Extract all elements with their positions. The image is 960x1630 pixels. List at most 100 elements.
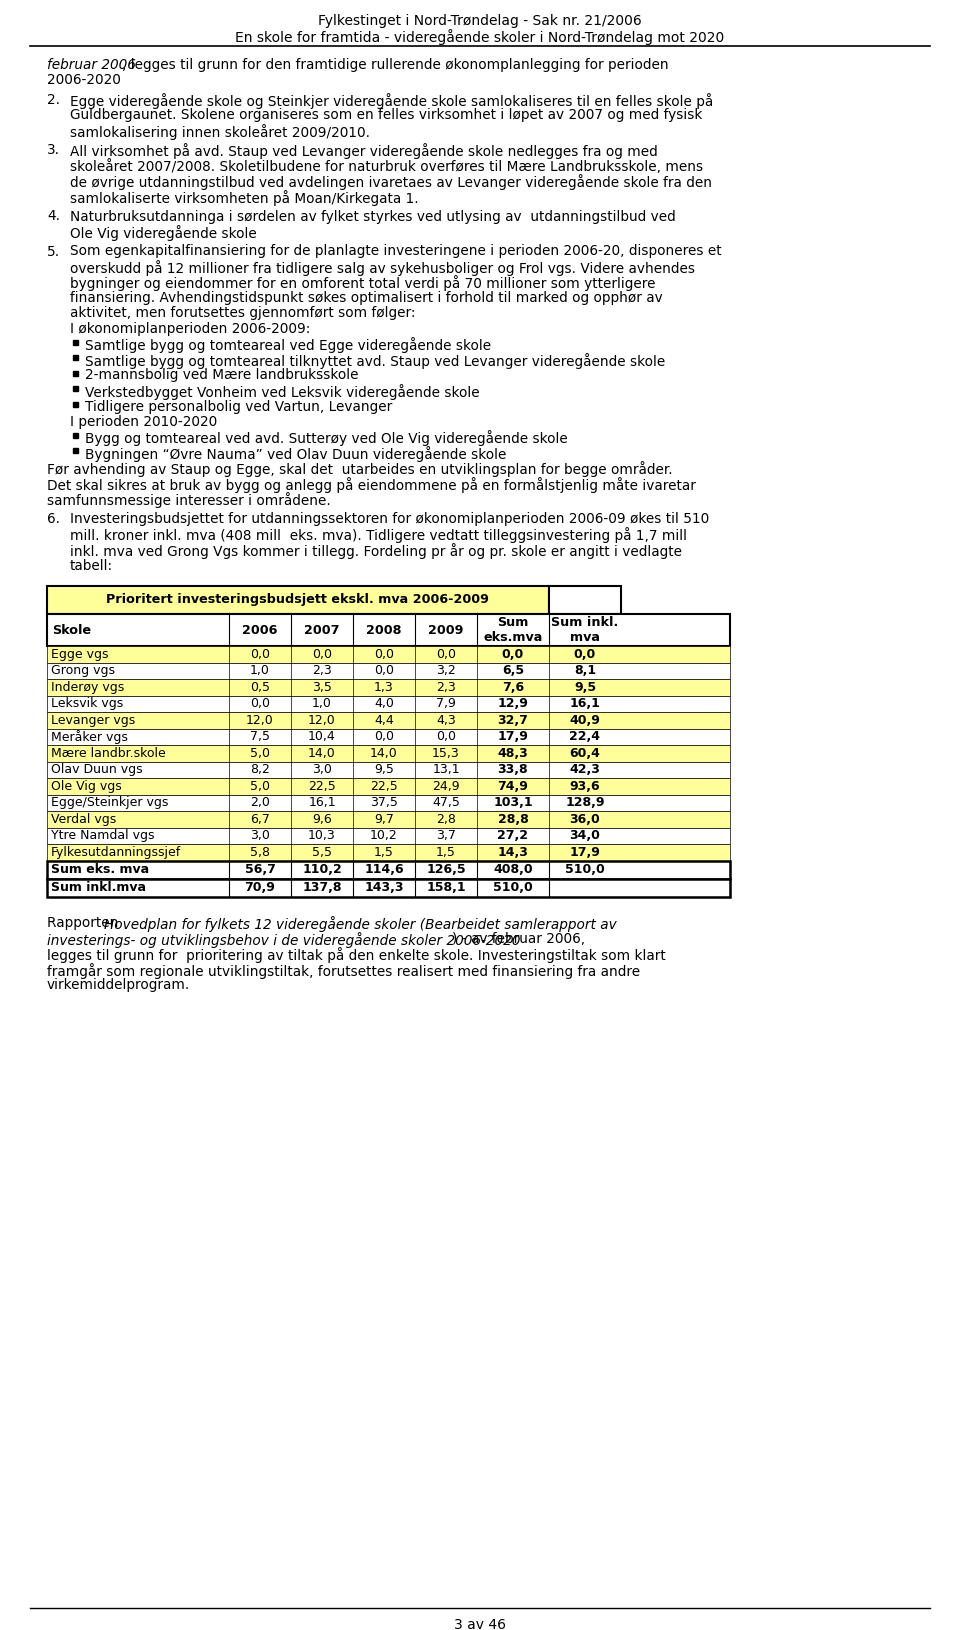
Text: All virksomhet på avd. Staup ved Levanger videregående skole nedlegges fra og me: All virksomhet på avd. Staup ved Levange… bbox=[70, 143, 658, 160]
Bar bbox=[73, 401, 78, 406]
Text: 4,3: 4,3 bbox=[436, 714, 456, 727]
Text: 3,0: 3,0 bbox=[312, 763, 332, 776]
Text: 0,0: 0,0 bbox=[436, 647, 456, 660]
Text: Sum inkl.
mva: Sum inkl. mva bbox=[551, 616, 618, 644]
Text: 408,0: 408,0 bbox=[493, 862, 533, 875]
Text: Rapporten: Rapporten bbox=[47, 916, 123, 931]
Text: 14,0: 14,0 bbox=[371, 747, 397, 760]
Text: 34,0: 34,0 bbox=[569, 830, 600, 843]
Bar bbox=[47, 761, 730, 778]
Text: 0,0: 0,0 bbox=[250, 647, 270, 660]
Text: Samtlige bygg og tomteareal ved Egge videregående skole: Samtlige bygg og tomteareal ved Egge vid… bbox=[85, 337, 492, 354]
Text: Hovedplan for fylkets 12 videregående skoler (Bearbeidet samlerapport av: Hovedplan for fylkets 12 videregående sk… bbox=[104, 916, 616, 932]
Text: 4,0: 4,0 bbox=[374, 698, 394, 711]
Text: 47,5: 47,5 bbox=[432, 795, 460, 808]
Text: 22,5: 22,5 bbox=[371, 779, 397, 792]
Text: Som egenkapitalfinansiering for de planlagte investeringene i perioden 2006-20, : Som egenkapitalfinansiering for de planl… bbox=[70, 244, 722, 259]
Text: 14,3: 14,3 bbox=[497, 846, 528, 859]
Text: 0,0: 0,0 bbox=[436, 730, 456, 743]
Text: 4,4: 4,4 bbox=[374, 714, 394, 727]
Text: virkemiddelprogram.: virkemiddelprogram. bbox=[47, 978, 190, 993]
Text: En skole for framtida - videregående skoler i Nord-Trøndelag mot 2020: En skole for framtida - videregående sko… bbox=[235, 29, 725, 46]
Bar bbox=[73, 448, 78, 453]
Text: Mære landbr.skole: Mære landbr.skole bbox=[51, 747, 166, 760]
Text: 2006-2020: 2006-2020 bbox=[47, 73, 121, 88]
Text: 8,1: 8,1 bbox=[574, 665, 596, 676]
Text: 5,8: 5,8 bbox=[250, 846, 270, 859]
Text: 510,0: 510,0 bbox=[565, 862, 605, 875]
Text: 5,0: 5,0 bbox=[250, 779, 270, 792]
Text: legges til grunn for  prioritering av tiltak på den enkelte skole. Investeringst: legges til grunn for prioritering av til… bbox=[47, 947, 665, 963]
Bar bbox=[47, 794, 730, 812]
Text: 2.: 2. bbox=[47, 93, 60, 108]
Text: 7,9: 7,9 bbox=[436, 698, 456, 711]
Bar bbox=[73, 355, 78, 360]
Text: Naturbruksutdanninga i sørdelen av fylket styrkes ved utlysing av  utdanningstil: Naturbruksutdanninga i sørdelen av fylke… bbox=[70, 210, 676, 223]
Text: skoleåret 2007/2008. Skoletilbudene for naturbruk overføres til Mære Landbrukssk: skoleåret 2007/2008. Skoletilbudene for … bbox=[70, 160, 703, 174]
Text: 5.: 5. bbox=[47, 244, 60, 259]
Text: 3,7: 3,7 bbox=[436, 830, 456, 843]
Text: Inderøy vgs: Inderøy vgs bbox=[51, 681, 124, 694]
Text: Sum inkl.mva: Sum inkl.mva bbox=[51, 880, 146, 893]
Text: 2009: 2009 bbox=[428, 624, 464, 636]
Text: 8,2: 8,2 bbox=[250, 763, 270, 776]
Text: 5,5: 5,5 bbox=[312, 846, 332, 859]
Text: 9,7: 9,7 bbox=[374, 813, 394, 826]
Text: Investeringsbudsjettet for utdanningssektoren for økonomiplanperioden 2006-09 øk: Investeringsbudsjettet for utdanningssek… bbox=[70, 512, 709, 526]
Text: 3,2: 3,2 bbox=[436, 665, 456, 676]
Bar bbox=[47, 587, 549, 615]
Text: 1,5: 1,5 bbox=[374, 846, 394, 859]
Text: 36,0: 36,0 bbox=[569, 813, 600, 826]
Text: Tidligere personalbolig ved Vartun, Levanger: Tidligere personalbolig ved Vartun, Leva… bbox=[85, 399, 393, 414]
Text: Grong vgs: Grong vgs bbox=[51, 665, 115, 676]
Text: 3,0: 3,0 bbox=[250, 830, 270, 843]
Text: 33,8: 33,8 bbox=[497, 763, 528, 776]
Text: 158,1: 158,1 bbox=[426, 880, 466, 893]
Text: 2,8: 2,8 bbox=[436, 813, 456, 826]
Text: 128,9: 128,9 bbox=[565, 795, 605, 808]
Bar bbox=[47, 615, 730, 645]
Text: 6,5: 6,5 bbox=[502, 665, 524, 676]
Text: 16,1: 16,1 bbox=[308, 795, 336, 808]
Text: Olav Duun vgs: Olav Duun vgs bbox=[51, 763, 143, 776]
Text: Guldbergaunet. Skolene organiseres som en felles virksomhet i løpet av 2007 og m: Guldbergaunet. Skolene organiseres som e… bbox=[70, 109, 703, 122]
Bar bbox=[47, 844, 730, 861]
Text: 32,7: 32,7 bbox=[497, 714, 528, 727]
Text: Ole Vig vgs: Ole Vig vgs bbox=[51, 779, 122, 792]
Text: 10,4: 10,4 bbox=[308, 730, 336, 743]
Text: 17,9: 17,9 bbox=[569, 846, 600, 859]
Text: Sum eks. mva: Sum eks. mva bbox=[51, 862, 149, 875]
Text: 103,1: 103,1 bbox=[493, 795, 533, 808]
Text: 0,5: 0,5 bbox=[250, 681, 270, 694]
Text: 4.: 4. bbox=[47, 210, 60, 223]
Text: 93,6: 93,6 bbox=[569, 779, 600, 792]
Text: Fylkestinget i Nord-Trøndelag - Sak nr. 21/2006: Fylkestinget i Nord-Trøndelag - Sak nr. … bbox=[318, 15, 642, 28]
Text: 7,5: 7,5 bbox=[250, 730, 270, 743]
Text: I økonomiplanperioden 2006-2009:: I økonomiplanperioden 2006-2009: bbox=[70, 323, 310, 336]
Text: Egge/Steinkjer vgs: Egge/Steinkjer vgs bbox=[51, 795, 168, 808]
Bar bbox=[73, 386, 78, 391]
Text: tabell:: tabell: bbox=[70, 559, 113, 572]
Text: 1,5: 1,5 bbox=[436, 846, 456, 859]
Text: mill. kroner inkl. mva (408 mill  eks. mva). Tidligere vedtatt tilleggsinvesteri: mill. kroner inkl. mva (408 mill eks. mv… bbox=[70, 528, 687, 543]
Text: 24,9: 24,9 bbox=[432, 779, 460, 792]
Text: Bygg og tomteareal ved avd. Sutterøy ved Ole Vig videregående skole: Bygg og tomteareal ved avd. Sutterøy ved… bbox=[85, 430, 567, 447]
Text: aktivitet, men forutsettes gjennomført som følger:: aktivitet, men forutsettes gjennomført s… bbox=[70, 306, 416, 321]
Text: 56,7: 56,7 bbox=[245, 862, 276, 875]
Text: 114,6: 114,6 bbox=[364, 862, 404, 875]
Text: Leksvik vgs: Leksvik vgs bbox=[51, 698, 123, 711]
Bar bbox=[47, 861, 730, 879]
Text: 17,9: 17,9 bbox=[497, 730, 528, 743]
Bar bbox=[47, 696, 730, 712]
Text: 0,0: 0,0 bbox=[502, 647, 524, 660]
Text: 12,0: 12,0 bbox=[308, 714, 336, 727]
Text: samlokaliserte virksomheten på Moan/Kirkegata 1.: samlokaliserte virksomheten på Moan/Kirk… bbox=[70, 191, 419, 205]
Text: Egge vgs: Egge vgs bbox=[51, 647, 108, 660]
Bar bbox=[73, 432, 78, 437]
Text: 42,3: 42,3 bbox=[569, 763, 600, 776]
Text: Bygningen “Øvre Nauma” ved Olav Duun videregående skole: Bygningen “Øvre Nauma” ved Olav Duun vid… bbox=[85, 447, 506, 461]
Text: 2,0: 2,0 bbox=[250, 795, 270, 808]
Text: Sum
eks.mva: Sum eks.mva bbox=[483, 616, 542, 644]
Text: I perioden 2010-2020: I perioden 2010-2020 bbox=[70, 416, 217, 429]
Text: bygninger og eiendommer for en omforent total verdi på 70 millioner som ytterlig: bygninger og eiendommer for en omforent … bbox=[70, 275, 656, 292]
